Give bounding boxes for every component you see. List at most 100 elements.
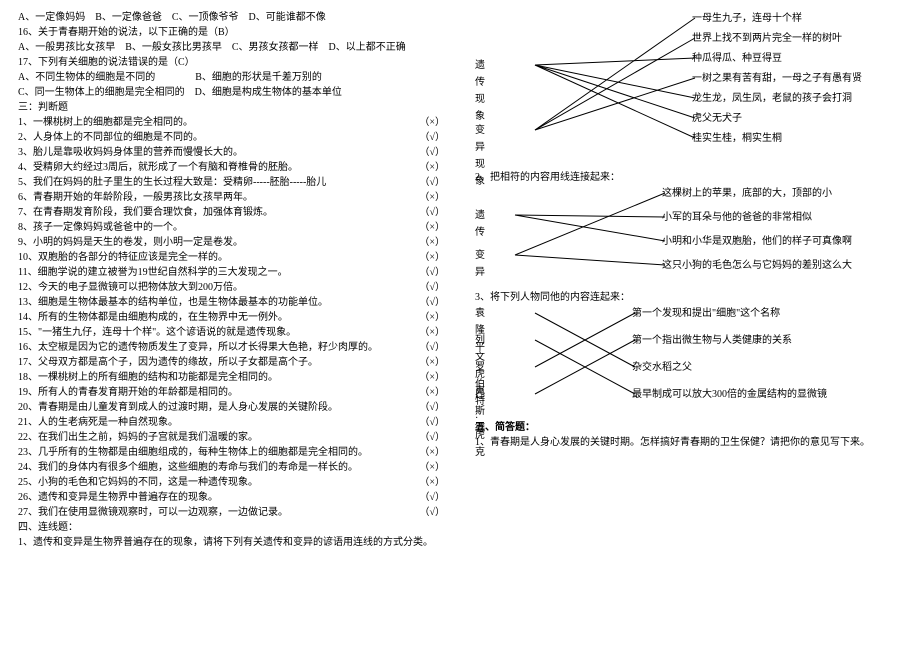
tf-mark: （√）	[405, 490, 445, 505]
tf-mark: （√）	[405, 280, 445, 295]
tf-item: 14、所有的生物体都是由细胞构成的，在生物界中无一例外。（×）	[18, 310, 445, 325]
tf-item: 3、胎儿是靠吸收妈妈身体里的营养而慢慢长大的。（√）	[18, 145, 445, 160]
tf-text: 8、孩子一定像妈妈或爸爸中的一个。	[18, 220, 183, 235]
tf-mark: （×）	[405, 370, 445, 385]
tf-mark: （×）	[405, 445, 445, 460]
tf-mark: （×）	[405, 115, 445, 130]
section-4-heading: 四、连线题：	[18, 520, 445, 535]
match-block-3: 袁隆平列文虎克罗伯特·虎克巴斯德 第一个发现和提出"细胞"这个名称第一个指出微生…	[475, 305, 902, 410]
tf-mark: （×）	[405, 220, 445, 235]
tf-mark: （√）	[405, 295, 445, 310]
tf-text: 24、我们的身体内有很多个细胞，这些细胞的寿命与我们的寿命是一样长的。	[18, 460, 358, 475]
match-right-item: 第一个指出微生物与人类健康的关系	[632, 332, 792, 349]
tf-item: 24、我们的身体内有很多个细胞，这些细胞的寿命与我们的寿命是一样长的。 （×）	[18, 460, 445, 475]
left-column: A、一定像妈妈 B、一定像爸爸 C、一顶像爷爷 D、可能谁都不像 16、关于青春…	[18, 10, 445, 550]
tf-item: 17、父母双方都是高个子，因为遗传的缘故，所以子女都是高个子。 （×）	[18, 355, 445, 370]
q17-options-b: C、同一生物体上的细胞是完全相同的 D、细胞是构成生物体的基本单位	[18, 85, 445, 100]
match-right-item: 虎父无犬子	[692, 110, 742, 127]
match-left-item: 变异现象	[475, 122, 485, 190]
match-right-item: 一母生九子，连母十个样	[692, 10, 802, 27]
match-right-item: 种瓜得瓜、种豆得豆	[692, 50, 782, 67]
tf-text: 27、我们在使用显微镜观察时，可以一边观察，一边做记录。	[18, 505, 288, 520]
match-right-item: 最早制成可以放大300倍的金属结构的显微镜	[632, 386, 827, 403]
tf-mark: （×）	[405, 475, 445, 490]
tf-mark: （×）	[405, 235, 445, 250]
section-3-heading: 三：判断题	[18, 100, 445, 115]
tf-text: 20、青春期是由儿童发育到成人的过渡时期，是人身心发展的关键阶段。	[18, 400, 338, 415]
tf-text: 18、一棵桃树上的所有细胞的结构和功能都是完全相同的。	[18, 370, 278, 385]
tf-item: 12、今天的电子显微镜可以把物体放大到200万倍。（√）	[18, 280, 445, 295]
tf-text: 7、在青春期发育阶段，我们要合理饮食，加强体育锻炼。	[18, 205, 273, 220]
tf-item: 13、细胞是生物体最基本的结构单位，也是生物体最基本的功能单位。 （√）	[18, 295, 445, 310]
tf-mark: （√）	[405, 340, 445, 355]
match-right-item: 杂交水稻之父	[632, 359, 692, 376]
tf-mark: （√）	[405, 145, 445, 160]
match-left-item: 变异	[475, 247, 485, 281]
tf-text: 17、父母双方都是高个子，因为遗传的缘故，所以子女都是高个子。	[18, 355, 318, 370]
section-4-q3: 3、将下列人物同他的内容连起来：	[475, 290, 902, 305]
tf-item: 2、人身体上的不同部位的细胞是不同的。 （√）	[18, 130, 445, 145]
tf-text: 15、"一猪生九仔，连母十个样"。这个谚语说的就是遗传现象。	[18, 325, 296, 340]
tf-text: 13、细胞是生物体最基本的结构单位，也是生物体最基本的功能单位。	[18, 295, 328, 310]
tf-mark: （×）	[405, 325, 445, 340]
q17: 17、下列有关细胞的说法错误的是（C）	[18, 55, 445, 70]
tf-text: 11、细胞学说的建立被誉为19世纪自然科学的三大发现之一。	[18, 265, 288, 280]
tf-item: 23、几乎所有的生物都是由细胞组成的，每种生物体上的细胞都是完全相同的。 （×）	[18, 445, 445, 460]
tf-mark: （×）	[405, 190, 445, 205]
tf-item: 11、细胞学说的建立被誉为19世纪自然科学的三大发现之一。 （√）	[18, 265, 445, 280]
match-block-1: 遗传现象变异现象 一母生九子，连母十个样世界上找不到两片完全一样的树叶种瓜得瓜、…	[475, 10, 902, 160]
tf-text: 23、几乎所有的生物都是由细胞组成的，每种生物体上的细胞都是完全相同的。	[18, 445, 368, 460]
tf-mark: （×）	[405, 355, 445, 370]
tf-text: 4、受精卵大约经过3周后，就形成了一个有脑和脊椎骨的胚胎。	[18, 160, 298, 175]
match-right-item: 龙生龙，凤生凤，老鼠的孩子会打洞	[692, 90, 852, 107]
tf-item: 16、太空椒是因为它的遗传物质发生了变异，所以才长得果大色艳，籽少肉厚的。 （√）	[18, 340, 445, 355]
match-right-item: 这只小狗的毛色怎么与它妈妈的差别这么大	[662, 257, 852, 274]
tf-text: 21、人的生老病死是一种自然现象。	[18, 415, 178, 430]
tf-mark: （×）	[405, 460, 445, 475]
tf-item: 9、小明的妈妈是天生的卷发，则小明一定是卷发。 （×）	[18, 235, 445, 250]
section-5-heading: 五、简答题：	[475, 420, 902, 435]
match-right-item: 一树之果有苦有甜，一母之子有愚有贤	[692, 70, 862, 87]
q16: 16、关于青春期开始的说法，以下正确的是（B）	[18, 25, 445, 40]
tf-text: 9、小明的妈妈是天生的卷发，则小明一定是卷发。	[18, 235, 243, 250]
tf-item: 20、青春期是由儿童发育到成人的过渡时期，是人身心发展的关键阶段。 （√）	[18, 400, 445, 415]
tf-mark: （√）	[405, 415, 445, 430]
tf-text: 16、太空椒是因为它的遗传物质发生了变异，所以才长得果大色艳，籽少肉厚的。	[18, 340, 378, 355]
match-right-item: 这棵树上的苹果，底部的大，顶部的小	[662, 185, 832, 202]
section-4-q2: 2、把相符的内容用线连接起来：	[475, 170, 902, 185]
true-false-list: 1、一棵桃树上的细胞都是完全相同的。（×）2、人身体上的不同部位的细胞是不同的。…	[18, 115, 445, 520]
tf-item: 5、我们在妈妈的肚子里生的生长过程大致是：受精卵-----胚胎-----胎儿（√…	[18, 175, 445, 190]
tf-text: 14、所有的生物体都是由细胞构成的，在生物界中无一例外。	[18, 310, 288, 325]
tf-mark: （√）	[405, 265, 445, 280]
tf-mark: （√）	[405, 205, 445, 220]
tf-item: 21、人的生老病死是一种自然现象。 （√）	[18, 415, 445, 430]
tf-mark: （√）	[405, 400, 445, 415]
tf-item: 6、青春期开始的年龄阶段，一般男孩比女孩早两年。 （×）	[18, 190, 445, 205]
tf-item: 22、在我们出生之前，妈妈的子宫就是我们温暖的家。（√）	[18, 430, 445, 445]
q17-options-a: A、不同生物体的细胞是不同的 B、细胞的形状是千差万别的	[18, 70, 445, 85]
match-right-item: 桂实生桂，桐实生桐	[692, 130, 782, 147]
tf-item: 8、孩子一定像妈妈或爸爸中的一个。 （×）	[18, 220, 445, 235]
tf-item: 15、"一猪生九仔，连母十个样"。这个谚语说的就是遗传现象。 （×）	[18, 325, 445, 340]
tf-mark: （×）	[405, 250, 445, 265]
right-column: 遗传现象变异现象 一母生九子，连母十个样世界上找不到两片完全一样的树叶种瓜得瓜、…	[475, 10, 902, 550]
tf-text: 25、小狗的毛色和它妈妈的不同，这是一种遗传现象。	[18, 475, 258, 490]
tf-mark: （×）	[405, 160, 445, 175]
tf-item: 10、双胞胎的各部分的特征应该是完全一样的。（×）	[18, 250, 445, 265]
tf-text: 6、青春期开始的年龄阶段，一般男孩比女孩早两年。	[18, 190, 253, 205]
tf-mark: （√）	[405, 175, 445, 190]
match-right-item: 小明和小华是双胞胎，他们的样子可真像啊	[662, 233, 852, 250]
match-right-item: 第一个发现和提出"细胞"这个名称	[632, 305, 780, 322]
match-left-item: 遗传现象	[475, 57, 485, 125]
tf-mark: （√）	[405, 130, 445, 145]
tf-text: 26、遗传和变异是生物界中普遍存在的现象。	[18, 490, 218, 505]
tf-item: 1、一棵桃树上的细胞都是完全相同的。 （×）	[18, 115, 445, 130]
tf-text: 2、人身体上的不同部位的细胞是不同的。	[18, 130, 203, 145]
tf-item: 7、在青春期发育阶段，我们要合理饮食，加强体育锻炼。 （√）	[18, 205, 445, 220]
tf-mark: （√）	[405, 505, 445, 520]
tf-text: 1、一棵桃树上的细胞都是完全相同的。	[18, 115, 193, 130]
tf-item: 26、遗传和变异是生物界中普遍存在的现象。 （√）	[18, 490, 445, 505]
tf-item: 4、受精卵大约经过3周后，就形成了一个有脑和脊椎骨的胚胎。 （×）	[18, 160, 445, 175]
tf-mark: （√）	[405, 430, 445, 445]
section-5-q1: 1、青春期是人身心发展的关键时期。怎样搞好青春期的卫生保健？请把你的意见写下来。	[475, 435, 902, 450]
